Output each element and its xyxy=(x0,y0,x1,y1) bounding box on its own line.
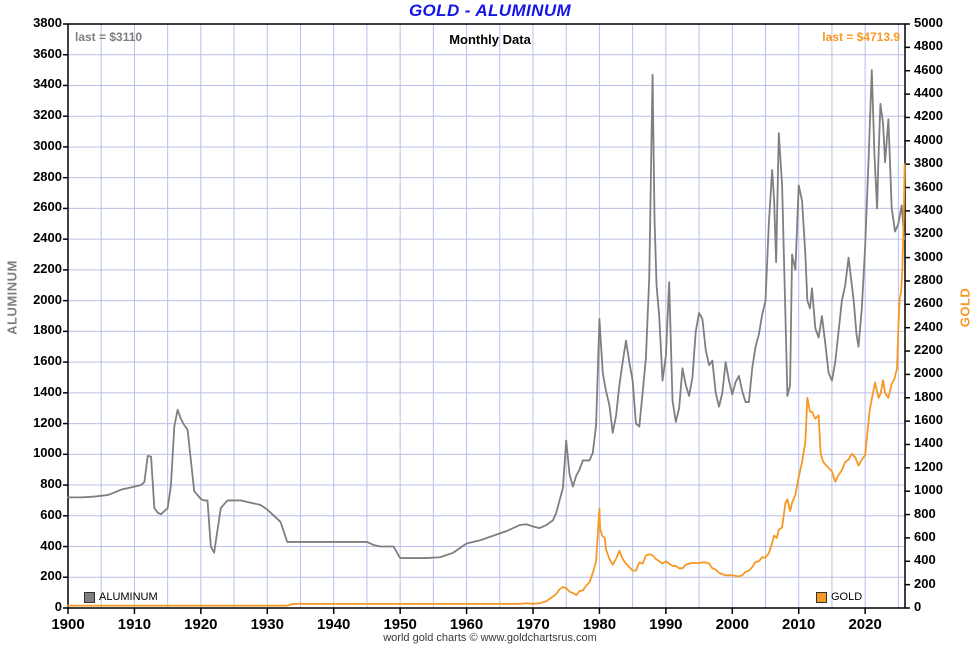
legend-swatch-aluminum xyxy=(84,591,95,603)
series-line-gold xyxy=(67,163,906,607)
x-tick: 1910 xyxy=(117,616,152,633)
y-tick-right: 4000 xyxy=(914,131,943,147)
y-tick-right: 4600 xyxy=(914,61,943,77)
x-tick: 1930 xyxy=(250,616,284,633)
y-tick-left: 3400 xyxy=(33,76,62,92)
y-tick-right: 2000 xyxy=(914,365,943,381)
x-tick: 1900 xyxy=(51,616,85,633)
legend-item-gold: GOLD xyxy=(816,591,862,603)
y-tick-left: 0 xyxy=(54,599,62,614)
x-tick: 2010 xyxy=(782,616,816,633)
y-tick-right: 0 xyxy=(914,599,922,614)
x-tick: 1940 xyxy=(317,616,351,633)
x-tick: 1990 xyxy=(649,616,683,633)
y-tick-right: 4200 xyxy=(914,108,943,124)
x-tick: 2020 xyxy=(848,616,882,633)
y-tick-right: 1000 xyxy=(914,482,943,498)
y-tick-right: 1400 xyxy=(914,435,943,451)
x-tick: 1920 xyxy=(184,616,218,633)
y-tick-right: 5000 xyxy=(914,15,943,30)
chart-subtitle: Monthly Data xyxy=(449,32,531,47)
y-tick-right: 2800 xyxy=(914,271,943,287)
y-tick-left: 1000 xyxy=(33,445,62,461)
y-tick-right: 2400 xyxy=(914,318,943,334)
y-tick-left: 2400 xyxy=(33,230,62,246)
y-tick-right: 3400 xyxy=(914,201,943,217)
y-tick-right: 1800 xyxy=(914,388,943,404)
legend-swatch-gold xyxy=(816,591,827,603)
x-tick: 1960 xyxy=(449,616,484,633)
y-tick-left: 2600 xyxy=(33,199,62,215)
legend-item-aluminum: ALUMINUM xyxy=(84,591,158,603)
x-tick: 1970 xyxy=(516,616,550,633)
y-tick-left: 3200 xyxy=(33,107,62,123)
y-tick-left: 1600 xyxy=(33,353,62,369)
y-tick-right: 4400 xyxy=(914,85,943,101)
series-line-aluminum xyxy=(67,69,906,559)
y-tick-left: 1800 xyxy=(33,322,62,338)
y-tick-left: 2200 xyxy=(33,260,62,276)
y-tick-left: 3000 xyxy=(33,137,62,153)
chart-title: GOLD - ALUMINUM xyxy=(408,1,572,20)
y-tick-right: 3000 xyxy=(914,248,943,264)
y-tick-right: 2200 xyxy=(914,342,943,358)
y-tick-right: 600 xyxy=(914,528,936,544)
y-tick-right: 1200 xyxy=(914,458,943,474)
last-value-gold: last = $4713.9 xyxy=(822,30,900,44)
y-tick-left: 400 xyxy=(40,537,62,553)
y-tick-right: 2600 xyxy=(914,295,943,311)
legend-label-gold: GOLD xyxy=(831,591,863,603)
y-tick-left: 2000 xyxy=(33,291,62,307)
x-tick: 2000 xyxy=(715,616,749,633)
y-tick-right: 3200 xyxy=(914,225,943,241)
y-tick-right: 800 xyxy=(914,505,936,521)
x-tick: 1950 xyxy=(383,616,417,633)
y-tick-right: 4800 xyxy=(914,38,943,54)
y-tick-right: 400 xyxy=(914,552,936,568)
y-tick-left: 3600 xyxy=(33,45,62,61)
y-tick-left: 800 xyxy=(40,476,62,492)
y-tick-left: 2800 xyxy=(33,168,62,184)
y-tick-right: 1600 xyxy=(914,412,943,428)
footer-credit: world gold charts © www.goldchartsrus.co… xyxy=(383,632,597,644)
y-tick-left: 1200 xyxy=(33,414,62,430)
y-tick-right: 3600 xyxy=(914,178,943,194)
y-tick-left: 3800 xyxy=(33,15,62,30)
x-tick: 1980 xyxy=(582,616,617,633)
last-value-aluminum: last = $3110 xyxy=(75,30,143,44)
y-tick-left: 200 xyxy=(40,568,62,584)
legend-label-aluminum: ALUMINUM xyxy=(99,591,158,603)
y-tick-right: 3800 xyxy=(914,155,943,171)
y-tick-left: 600 xyxy=(40,506,62,522)
y-tick-left: 1400 xyxy=(33,383,62,399)
y-tick-right: 200 xyxy=(914,575,936,591)
